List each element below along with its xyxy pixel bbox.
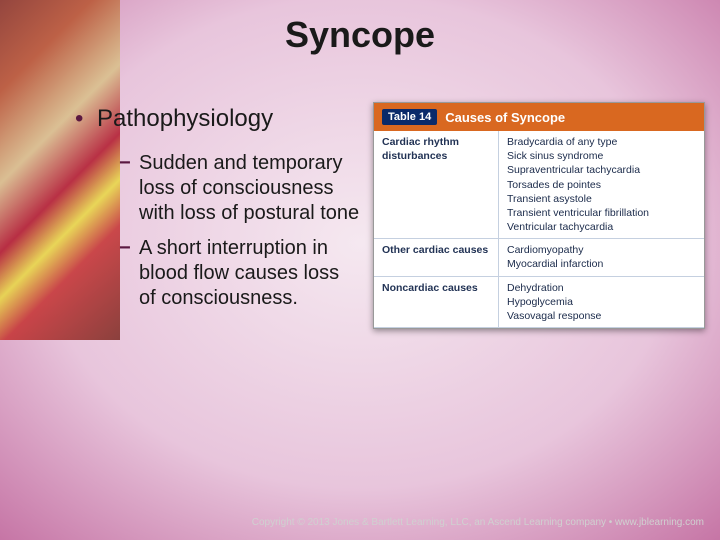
table-badge: Table 14 <box>382 109 437 125</box>
slide-title: Syncope <box>0 14 720 56</box>
table-cell-right: Bradycardia of any type Sick sinus syndr… <box>499 131 704 239</box>
heading: Pathophysiology <box>75 105 360 133</box>
table-header: Table 14 Causes of Syncope <box>374 103 704 131</box>
table-title: Causes of Syncope <box>445 110 565 125</box>
table-cell-right: Dehydration Hypoglycemia Vasovagal respo… <box>499 277 704 329</box>
copyright: Copyright © 2013 Jones & Bartlett Learni… <box>252 517 704 528</box>
bullet-list: Sudden and temporary loss of consciousne… <box>75 151 360 311</box>
causes-table: Table 14 Causes of Syncope Cardiac rhyth… <box>373 102 705 329</box>
slide: Syncope Pathophysiology Sudden and tempo… <box>0 0 720 540</box>
content-area: Pathophysiology Sudden and temporary los… <box>75 105 360 321</box>
table-cell-right: Cardiomyopathy Myocardial infarction <box>499 239 704 276</box>
list-item: A short interruption in blood flow cause… <box>119 236 360 311</box>
table-body: Cardiac rhythm disturbances Bradycardia … <box>374 131 704 328</box>
table-cell-left: Cardiac rhythm disturbances <box>374 131 499 239</box>
list-item: Sudden and temporary loss of consciousne… <box>119 151 360 226</box>
table-cell-left: Other cardiac causes <box>374 239 499 276</box>
table-cell-left: Noncardiac causes <box>374 277 499 329</box>
